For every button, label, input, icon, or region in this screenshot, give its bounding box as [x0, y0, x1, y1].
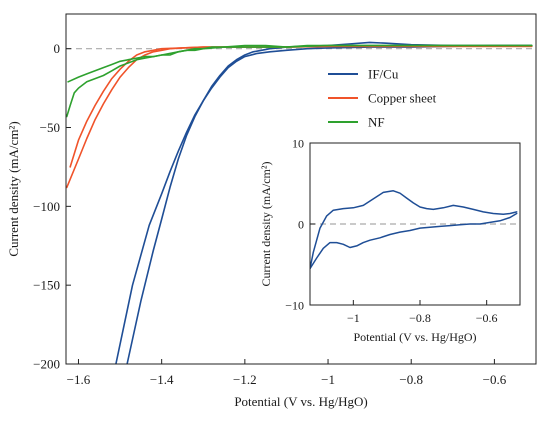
legend-label-copper-sheet: Copper sheet: [368, 91, 437, 106]
legend-label-if-cu: IF/Cu: [368, 67, 399, 82]
x-axis-title: Potential (V vs. Hg/HgO): [234, 394, 367, 409]
inset-y-tick-label: −10: [285, 299, 304, 313]
inset-plot: −1 −0.8 −0.6 10 0 −10 Potential (V vs. Hg/HgO)…: [259, 137, 521, 344]
inset-x-tick-label: −0.6: [476, 311, 498, 325]
inset-y-tick-label: 0: [298, 218, 304, 232]
inset-y-tick-label: 10: [292, 137, 304, 151]
if-cu-curve-forward: [126, 41, 533, 364]
x-tick-label: −1.6: [67, 372, 91, 387]
y-tick-label: 0: [54, 41, 61, 56]
x-tick-label: −1: [321, 372, 335, 387]
inset-x-tick-label: −0.8: [409, 311, 431, 325]
inset-y-axis-title: Current density (mA/cm²): [259, 162, 273, 287]
series-curve-forward: [310, 190, 518, 270]
y-tick-label: −100: [33, 199, 60, 214]
y-tick-label: −200: [33, 357, 60, 372]
legend-label-nf: NF: [368, 115, 385, 130]
nf-curve-return: [67, 44, 533, 83]
inset-x-axis-title: Potential (V vs. Hg/HgO): [353, 330, 476, 344]
y-tick-label: −150: [33, 278, 60, 293]
legend: IF/Cu Copper sheet NF: [328, 67, 437, 130]
nf-curve-forward: [66, 44, 533, 118]
series-curve-return: [310, 212, 518, 270]
plot-frame: [65, 13, 537, 365]
x-tick-label: −0.6: [483, 372, 507, 387]
y-axis-title: Current density (mA/cm²): [6, 121, 21, 256]
y-tick-label: −50: [40, 120, 60, 135]
inset-x-tick-label: −1: [347, 311, 360, 325]
x-tick-label: −1.2: [233, 372, 257, 387]
x-tick-label: −1.4: [150, 372, 174, 387]
x-tick-label: −0.8: [399, 372, 423, 387]
main-plot: −1.6 −1.4 −1.2 −1 −0.8 −0.60−50−100−150−200Po…: [6, 13, 537, 409]
